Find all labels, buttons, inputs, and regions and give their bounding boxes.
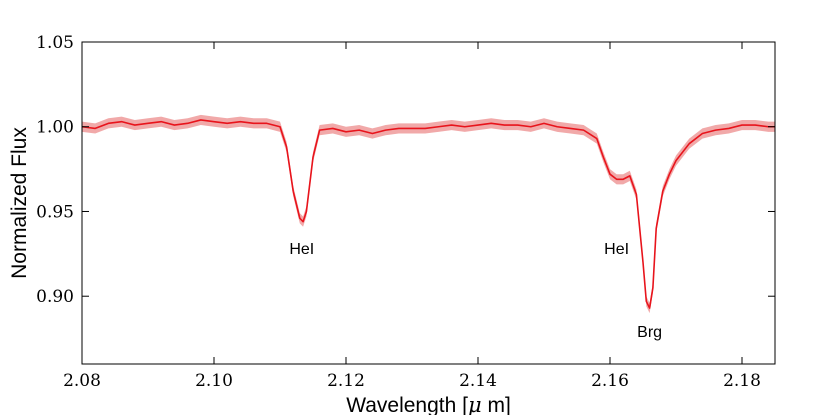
y-tick-label: 1.00 [36, 118, 74, 138]
x-tick-label: 2.16 [591, 371, 629, 391]
plot-area [82, 114, 775, 314]
x-axis-label-part: m] [482, 394, 511, 415]
line-annotation: HeI [604, 241, 629, 258]
line-annotation: Brg [637, 324, 662, 341]
y-tick-label: 0.95 [36, 202, 74, 222]
axes-frame [81, 41, 776, 365]
y-axis-label: Normalized Flux [8, 127, 31, 279]
series-0-error-band [82, 114, 775, 314]
x-tick-label: 2.14 [459, 371, 497, 391]
x-tick-label: 2.10 [195, 371, 233, 391]
axis-ticks: 2.08 2.10 2.12 2.14 2.16 2.18 0.90 0.95 1.00 1.05 [36, 33, 775, 391]
x-tick-label: 2.12 [327, 371, 365, 391]
x-tick-label: 2.08 [63, 371, 101, 391]
x-axis-label-part: Wavelength [ [346, 394, 468, 415]
x-axis-label-part: μ [468, 393, 482, 415]
y-tick-label: 0.90 [36, 287, 74, 307]
x-tick-label: 2.18 [723, 371, 761, 391]
y-tick-label: 1.05 [36, 33, 74, 53]
x-axis-label: Wavelength [μ m] [346, 393, 511, 415]
series-0-line [82, 119, 775, 309]
line-annotation: HeI [289, 241, 314, 258]
